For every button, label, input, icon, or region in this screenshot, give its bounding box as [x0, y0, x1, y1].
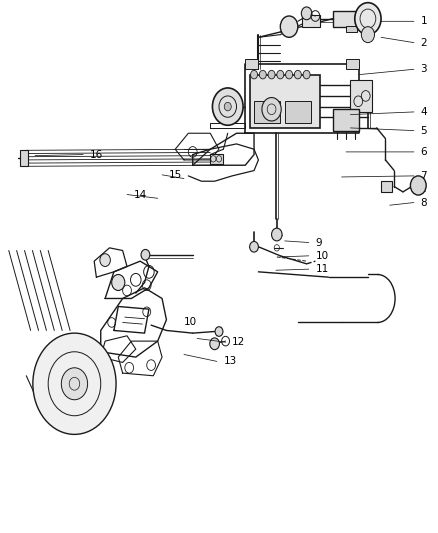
Bar [302, 15, 320, 27]
Circle shape [303, 70, 310, 79]
Circle shape [277, 70, 284, 79]
Bar [210, 154, 223, 164]
Text: 3: 3 [420, 64, 427, 74]
Text: 14: 14 [134, 190, 147, 199]
Bar [20, 150, 28, 166]
Text: 8: 8 [420, 198, 427, 207]
Bar [250, 75, 320, 128]
Text: 11: 11 [315, 264, 328, 274]
Circle shape [259, 70, 266, 79]
Text: 5: 5 [420, 126, 427, 135]
Circle shape [294, 70, 301, 79]
Circle shape [212, 88, 243, 125]
Circle shape [61, 368, 88, 400]
Circle shape [33, 333, 116, 434]
Circle shape [268, 70, 275, 79]
Text: 10: 10 [315, 251, 328, 261]
Bar [285, 101, 311, 123]
Text: 16: 16 [90, 150, 103, 159]
Bar [254, 101, 280, 123]
Circle shape [112, 274, 125, 290]
Circle shape [250, 241, 258, 252]
Text: 13: 13 [223, 357, 237, 366]
Text: 10: 10 [184, 318, 197, 327]
Circle shape [100, 254, 110, 266]
Circle shape [251, 70, 258, 79]
Bar [245, 59, 258, 69]
Circle shape [355, 3, 381, 35]
Circle shape [280, 16, 298, 37]
Text: 4: 4 [420, 107, 427, 117]
Text: 1: 1 [420, 17, 427, 26]
Bar [333, 11, 359, 27]
Bar [381, 181, 392, 192]
Text: 12: 12 [232, 337, 245, 347]
Circle shape [224, 102, 231, 111]
Bar [333, 109, 359, 131]
Circle shape [410, 176, 426, 195]
Text: 6: 6 [420, 147, 427, 157]
Text: 15: 15 [169, 170, 182, 180]
Circle shape [262, 98, 281, 121]
Text: 9: 9 [315, 238, 322, 247]
Circle shape [286, 70, 293, 79]
Circle shape [215, 327, 223, 336]
Bar [350, 80, 372, 112]
Circle shape [141, 249, 150, 260]
Bar [346, 26, 357, 32]
Circle shape [272, 228, 282, 241]
Bar [346, 59, 359, 69]
Text: 2: 2 [420, 38, 427, 47]
Text: 7: 7 [420, 171, 427, 181]
Circle shape [301, 7, 312, 20]
Circle shape [210, 338, 219, 350]
Circle shape [361, 27, 374, 43]
